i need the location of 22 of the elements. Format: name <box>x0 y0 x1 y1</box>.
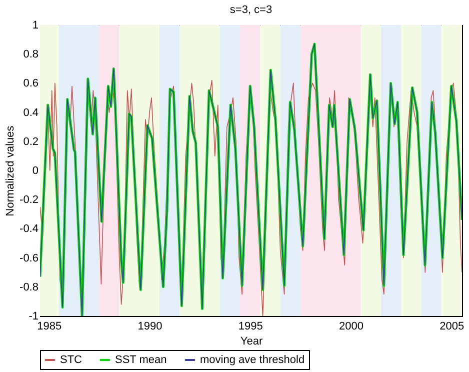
y-tick-label: 0.4 <box>23 106 38 119</box>
y-tick-label: 0.6 <box>23 78 38 90</box>
x-tick-label: 1985 <box>37 320 62 332</box>
y-tick-label: 0.8 <box>23 48 38 61</box>
x-tick-label: 2000 <box>338 320 364 332</box>
x-tick-label: 1995 <box>238 320 263 332</box>
x-tick-label: 2005 <box>440 320 464 332</box>
legend-label: SST mean <box>115 354 167 366</box>
legend-label: STC <box>60 354 82 366</box>
y-tick-label: -1 <box>28 310 38 322</box>
x-axis-title: Year <box>240 336 263 348</box>
y-axis-title: Normalized values <box>4 125 17 216</box>
y-tick-label: -0.8 <box>20 281 38 294</box>
y-tick-label: -0.6 <box>20 252 38 264</box>
chart-title: s=3, c=3 <box>230 4 272 16</box>
y-tick-label: -0.2 <box>20 194 38 206</box>
x-tick-label: 1990 <box>138 320 162 332</box>
y-tick-label: 0.2 <box>23 136 38 148</box>
y-tick-label: -0.4 <box>20 223 38 236</box>
y-tick-label: 0 <box>32 165 38 177</box>
y-tick-label: 1 <box>32 20 38 32</box>
legend-label: moving ave threshold <box>200 354 305 366</box>
